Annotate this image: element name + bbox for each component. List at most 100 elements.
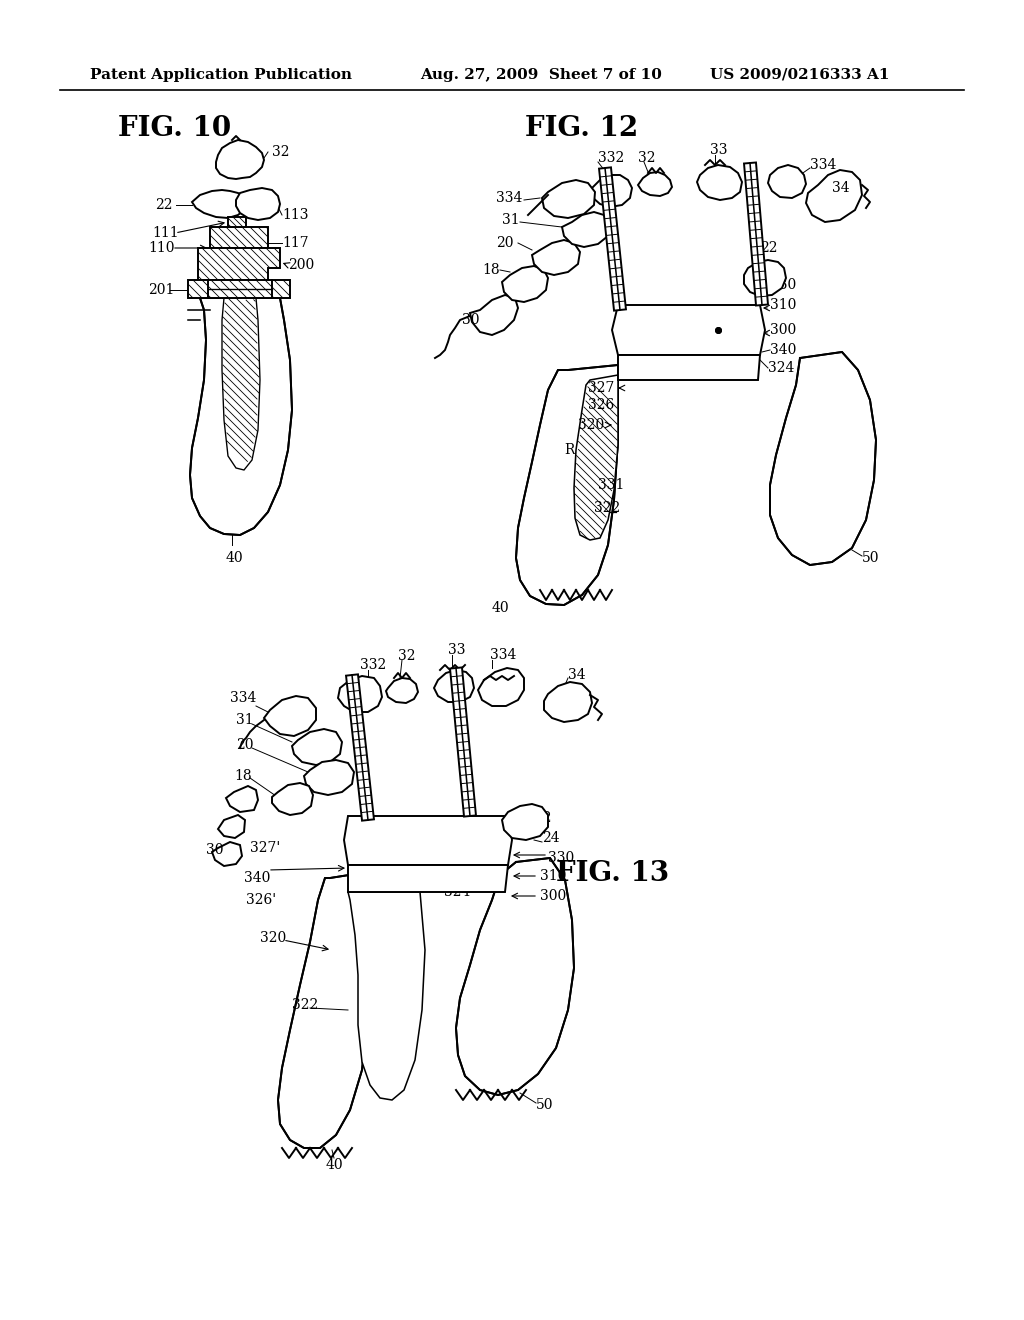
Text: FIG. 12: FIG. 12: [525, 115, 638, 143]
Text: 20: 20: [496, 236, 513, 249]
Text: 20: 20: [236, 738, 254, 752]
Text: 322: 322: [292, 998, 318, 1012]
Polygon shape: [768, 165, 806, 198]
Text: 332: 332: [360, 657, 386, 672]
Polygon shape: [188, 280, 290, 298]
Text: Patent Application Publication: Patent Application Publication: [90, 69, 352, 82]
Text: 22: 22: [534, 810, 552, 825]
Text: 40: 40: [226, 550, 244, 565]
Polygon shape: [228, 216, 246, 227]
Polygon shape: [272, 783, 313, 814]
Polygon shape: [348, 892, 425, 1100]
Text: 332: 332: [598, 150, 625, 165]
Polygon shape: [502, 804, 548, 840]
Text: 334: 334: [230, 690, 256, 705]
Polygon shape: [278, 873, 370, 1148]
Text: 18: 18: [482, 263, 500, 277]
Polygon shape: [344, 816, 512, 865]
Polygon shape: [470, 294, 518, 335]
Text: 22: 22: [155, 198, 172, 213]
Polygon shape: [450, 668, 476, 817]
Polygon shape: [638, 172, 672, 195]
Polygon shape: [544, 682, 592, 722]
Text: 22: 22: [760, 242, 777, 255]
Text: 200: 200: [288, 257, 314, 272]
Text: 33: 33: [710, 143, 727, 157]
Text: 34: 34: [568, 668, 586, 682]
Text: 326': 326': [246, 894, 276, 907]
Text: 334: 334: [490, 648, 516, 663]
Text: 329': 329': [442, 863, 472, 876]
Text: 300: 300: [770, 323, 797, 337]
Text: 113: 113: [282, 209, 308, 222]
Text: 320: 320: [260, 931, 287, 945]
Text: 201: 201: [148, 282, 174, 297]
Polygon shape: [770, 352, 876, 565]
Text: 24: 24: [762, 261, 779, 275]
Text: 40: 40: [326, 1158, 344, 1172]
Text: A: A: [738, 318, 748, 333]
Text: 32: 32: [272, 145, 290, 158]
Text: 32: 32: [398, 649, 416, 663]
Text: 322: 322: [594, 502, 621, 515]
Text: 340: 340: [244, 871, 270, 884]
Text: 331: 331: [598, 478, 625, 492]
Text: 334: 334: [810, 158, 837, 172]
Text: Aug. 27, 2009  Sheet 7 of 10: Aug. 27, 2009 Sheet 7 of 10: [420, 69, 662, 82]
Text: 310: 310: [540, 869, 566, 883]
Text: 30: 30: [206, 843, 223, 857]
Polygon shape: [456, 858, 574, 1096]
Text: 310: 310: [770, 298, 797, 312]
Polygon shape: [618, 355, 760, 380]
Polygon shape: [434, 671, 474, 702]
Text: 330: 330: [770, 279, 797, 292]
Text: 324: 324: [444, 884, 470, 899]
Text: 320: 320: [578, 418, 604, 432]
Text: FIG. 13: FIG. 13: [556, 861, 669, 887]
Polygon shape: [478, 668, 524, 706]
Polygon shape: [806, 170, 862, 222]
Text: 18: 18: [234, 770, 252, 783]
Text: 117: 117: [282, 236, 308, 249]
Text: 331: 331: [404, 841, 430, 855]
Text: 340: 340: [770, 343, 797, 356]
Text: 33: 33: [449, 643, 466, 657]
Text: 50: 50: [536, 1098, 554, 1111]
Text: 40: 40: [492, 601, 510, 615]
Polygon shape: [264, 696, 316, 737]
Text: 34: 34: [831, 181, 850, 195]
Polygon shape: [193, 190, 246, 218]
Polygon shape: [346, 675, 374, 821]
Text: 50: 50: [862, 550, 880, 565]
Polygon shape: [222, 298, 260, 470]
Text: 31: 31: [236, 713, 254, 727]
Text: 334: 334: [496, 191, 522, 205]
Polygon shape: [590, 176, 632, 207]
Polygon shape: [744, 162, 768, 305]
Polygon shape: [542, 180, 595, 218]
Text: 300: 300: [540, 888, 566, 903]
Polygon shape: [226, 785, 258, 812]
Polygon shape: [210, 227, 268, 248]
Text: 327': 327': [250, 841, 281, 855]
Text: 24: 24: [542, 832, 560, 845]
Polygon shape: [338, 676, 382, 711]
Polygon shape: [198, 248, 280, 280]
Text: 32: 32: [638, 150, 655, 165]
Text: 30: 30: [462, 313, 479, 327]
Text: 31: 31: [502, 213, 519, 227]
Polygon shape: [218, 814, 245, 838]
Polygon shape: [236, 187, 280, 220]
Polygon shape: [599, 168, 626, 310]
Text: 324: 324: [768, 360, 795, 375]
Text: 110: 110: [148, 242, 174, 255]
Polygon shape: [516, 366, 618, 605]
Polygon shape: [348, 865, 508, 892]
Polygon shape: [212, 842, 242, 866]
Polygon shape: [562, 213, 610, 247]
Text: R: R: [564, 444, 574, 457]
Polygon shape: [386, 678, 418, 704]
Text: FIG. 10: FIG. 10: [118, 115, 231, 143]
Text: 326: 326: [588, 399, 614, 412]
Polygon shape: [697, 165, 742, 201]
